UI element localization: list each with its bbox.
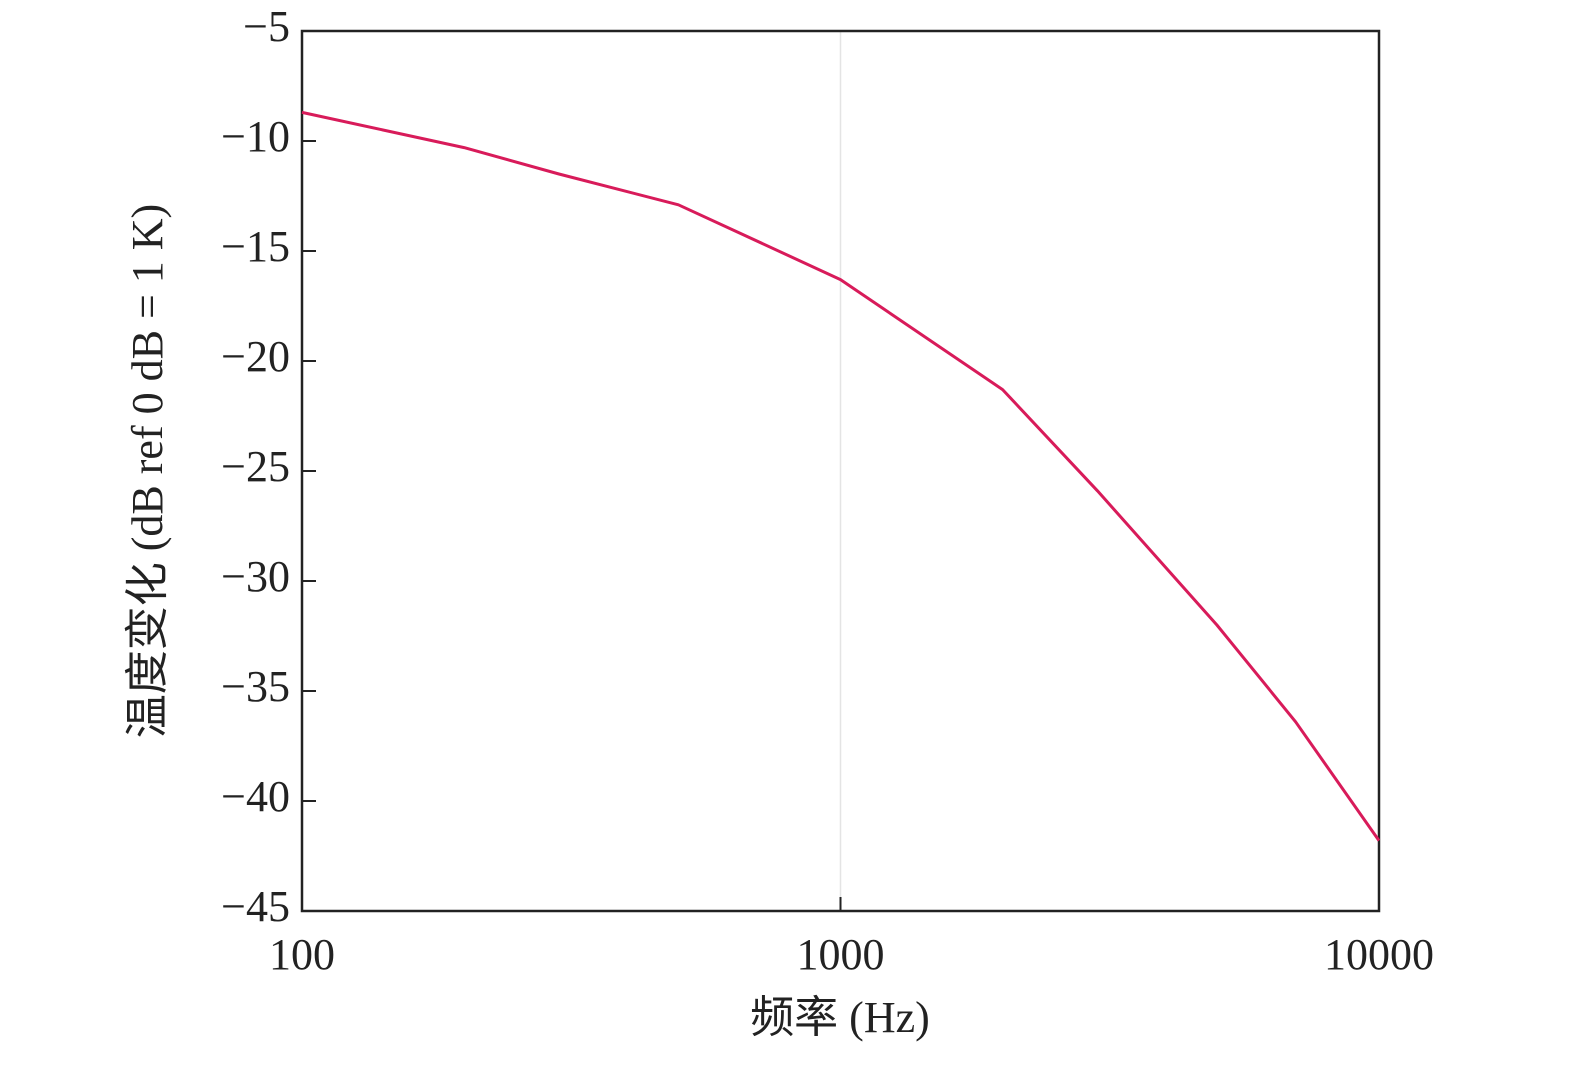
y-tick-label: −10 <box>221 112 290 161</box>
y-tick-label: −20 <box>221 332 290 381</box>
y-tick-label: −40 <box>221 772 290 821</box>
y-tick-label: −35 <box>221 662 290 711</box>
x-tick-label: 100 <box>269 930 335 979</box>
y-tick-label: −15 <box>221 222 290 271</box>
y-axis-title: 温度变化 (dB ref 0 dB = 1 K) <box>123 204 172 738</box>
y-tick-label: −45 <box>221 882 290 931</box>
x-tick-label: 10000 <box>1324 930 1434 979</box>
y-tick-label: −25 <box>221 442 290 491</box>
x-tick-label: 1000 <box>797 930 885 979</box>
y-tick-label: −30 <box>221 552 290 601</box>
y-tick-label: −5 <box>243 2 290 51</box>
line <box>301 110 1381 842</box>
plot-frame <box>300 29 1381 913</box>
x-axis-title: 频率 (Hz) <box>750 993 930 1042</box>
